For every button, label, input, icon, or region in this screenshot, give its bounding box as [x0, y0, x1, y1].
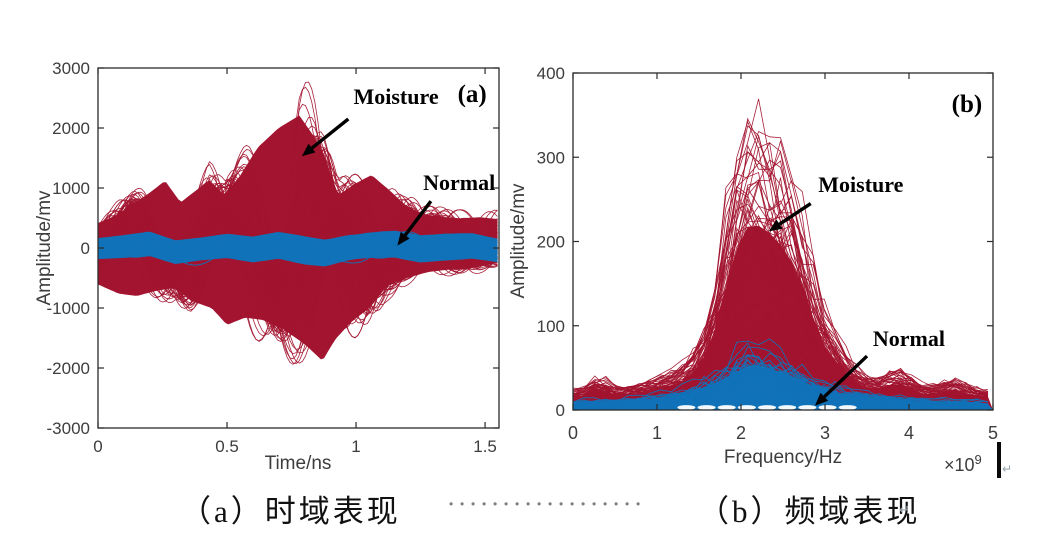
y-axis-label-b: Amplitude/mv [508, 183, 529, 299]
x-tick-label: 0.5 [215, 437, 239, 456]
caption-dots: •••••••••••••••••• [449, 497, 648, 511]
paragraph-return-mark: ↵ [1002, 462, 1013, 476]
y-tick-label: 2000 [52, 119, 90, 138]
paragraph-return-mark: ↵ [899, 503, 910, 518]
y-tick-label: 3000 [52, 59, 90, 78]
x-tick-label: 4 [904, 423, 914, 443]
y-tick-label: -2000 [47, 359, 90, 378]
x-axis-label-b: Frequency/Hz [723, 447, 843, 468]
x-axis-multiplier-exp: 9 [974, 452, 982, 467]
y-axis-label-a: Amplitude/mv [34, 190, 55, 306]
normal-traces [98, 231, 498, 266]
caption-b: （b）频域表现 [698, 494, 921, 529]
axes-a: 0 0.5 1 1.5 -3000 -2000 -1000 0 1000 2000 3000 [47, 59, 500, 456]
x-axis-label-a: Time/ns [264, 453, 332, 474]
text-cursor [997, 442, 1001, 478]
annotation-b: (b) [951, 91, 983, 118]
x-tick-label: 0 [568, 423, 578, 443]
y-tick-label: 300 [537, 148, 565, 167]
x-tick-label: 1.5 [473, 437, 497, 456]
y-tick-label: 1000 [52, 179, 90, 198]
annotation-normal: Normal [423, 169, 496, 195]
moisture-fill [573, 225, 993, 410]
annotation-moisture: Moisture [818, 172, 904, 198]
x-tick-label: 1 [351, 437, 360, 456]
x-tick-label: 2 [736, 423, 746, 443]
annotation-arrow [301, 117, 350, 157]
y-tick-label: 200 [537, 233, 565, 252]
normal-traces [573, 338, 989, 410]
y-tick-label: 100 [537, 317, 565, 336]
time-domain-plot-area [98, 81, 498, 365]
annotation-arrow [768, 202, 812, 232]
y-tick-label: -1000 [47, 299, 90, 318]
x-axis-multiplier-base: ×10 [944, 455, 975, 475]
frequency-domain-plot-area [573, 98, 993, 410]
annotation-a: (a) [457, 81, 487, 108]
y-tick-label: -3000 [47, 419, 90, 438]
annotation-normal: Normal [872, 326, 945, 352]
x-axis-multiplier: ×109 [944, 452, 982, 476]
annotation-moisture: Moisture [353, 84, 439, 109]
x-tick-label: 0 [93, 437, 102, 456]
y-tick-label: 0 [81, 239, 90, 258]
caption-a: （a）时域表现 [180, 494, 401, 529]
x-tick-label: 5 [988, 423, 998, 443]
annotation-arrow [814, 354, 869, 406]
x-tick-label: 1 [652, 423, 662, 443]
y-tick-label: 0 [556, 401, 565, 420]
axes-b: 0 1 2 3 4 5 0 100 200 300 400 [537, 64, 998, 443]
y-tick-label: 400 [537, 64, 565, 83]
x-tick-label: 3 [820, 423, 830, 443]
annotation-arrow [397, 200, 433, 246]
